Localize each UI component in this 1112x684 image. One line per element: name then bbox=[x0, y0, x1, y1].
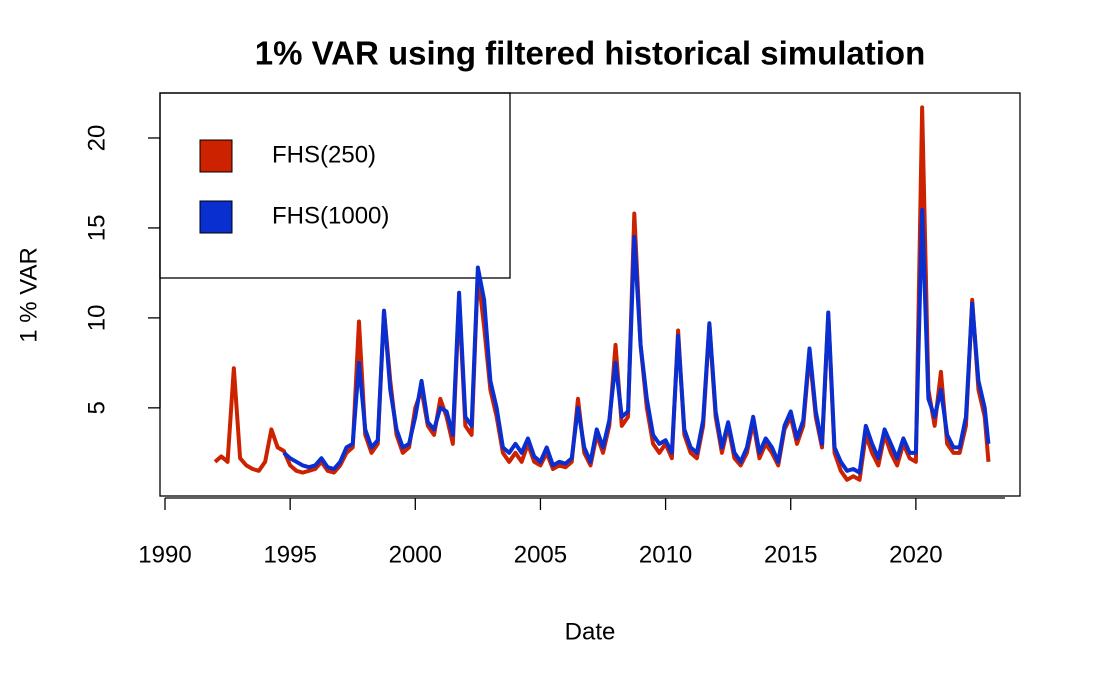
chart-title: 1% VAR using filtered historical simulat… bbox=[255, 35, 926, 72]
legend-box bbox=[159, 92, 511, 279]
x-tick-label: 1995 bbox=[263, 541, 316, 568]
plot-frame bbox=[159, 92, 1021, 497]
x-tick-label: 1990 bbox=[138, 541, 191, 568]
y-tick-label: 5 bbox=[83, 401, 110, 414]
y-axis-label: 1 % VAR bbox=[15, 247, 42, 343]
x-tick-label: 2020 bbox=[889, 541, 942, 568]
y-tick-label: 15 bbox=[83, 215, 110, 242]
x-tick-label: 2015 bbox=[764, 541, 817, 568]
x-tick-label: 2010 bbox=[639, 541, 692, 568]
y-tick-label: 10 bbox=[83, 305, 110, 332]
legend-label: FHS(1000) bbox=[272, 202, 389, 229]
series-line bbox=[282, 207, 991, 475]
x-tick-label: 2005 bbox=[514, 541, 567, 568]
legend-swatch bbox=[199, 200, 233, 234]
x-tick-label: 2000 bbox=[389, 541, 442, 568]
x-axis-label: Date bbox=[565, 618, 616, 645]
y-tick-label: 20 bbox=[83, 125, 110, 152]
legend-label: FHS(250) bbox=[272, 141, 376, 168]
legend-swatch bbox=[199, 139, 233, 173]
